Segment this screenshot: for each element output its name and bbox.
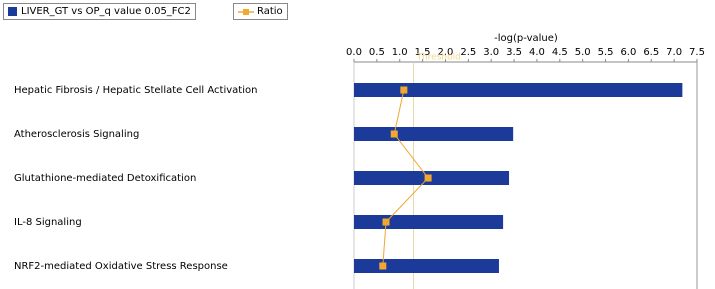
ratio-point: [379, 262, 387, 270]
axis-title: -log(p-value): [494, 33, 558, 44]
x-tick-label: 7.0: [666, 47, 682, 58]
bar: [354, 259, 499, 273]
x-tick-label: 5.0: [575, 47, 591, 58]
ratio-point: [400, 86, 408, 94]
x-tick-label: 4.0: [529, 47, 545, 58]
threshold-label: Threshold: [415, 53, 460, 63]
legend-label: Ratio: [257, 6, 283, 17]
ratio-point: [424, 174, 432, 182]
legend-item: Ratio: [233, 3, 288, 20]
x-tick-label: 1.5: [415, 47, 431, 58]
legend-swatch: [238, 8, 254, 15]
legend-label: LIVER_GT vs OP_q value 0.05_FC2: [21, 6, 191, 17]
x-tick-label: 0.0: [346, 47, 362, 58]
legend-item: LIVER_GT vs OP_q value 0.05_FC2: [3, 3, 196, 20]
bar: [354, 83, 683, 97]
category-label: Hepatic Fibrosis / Hepatic Stellate Cell…: [14, 85, 257, 96]
x-tick-label: 6.0: [620, 47, 636, 58]
x-tick-label: 0.5: [369, 47, 385, 58]
ratio-point: [390, 130, 398, 138]
x-tick-label: 2.5: [460, 47, 476, 58]
bar: [354, 127, 514, 141]
ratio-point: [382, 218, 390, 226]
category-label: IL-8 Signaling: [14, 217, 82, 228]
category-label: Glutathione-mediated Detoxification: [14, 173, 196, 184]
legend-swatch: [8, 7, 17, 16]
category-label: Atherosclerosis Signaling: [14, 129, 139, 140]
x-tick-label: 7.5: [689, 47, 705, 58]
x-tick-label: 5.5: [598, 47, 614, 58]
category-label: NRF2-mediated Oxidative Stress Response: [14, 261, 228, 272]
x-tick-label: 3.0: [483, 47, 499, 58]
bar: [354, 215, 504, 229]
x-tick-label: 4.5: [552, 47, 568, 58]
x-tick-label: 1.0: [392, 47, 408, 58]
x-tick-label: 2.0: [438, 47, 454, 58]
x-tick-label: 6.5: [643, 47, 659, 58]
x-tick-label: 3.5: [506, 47, 522, 58]
